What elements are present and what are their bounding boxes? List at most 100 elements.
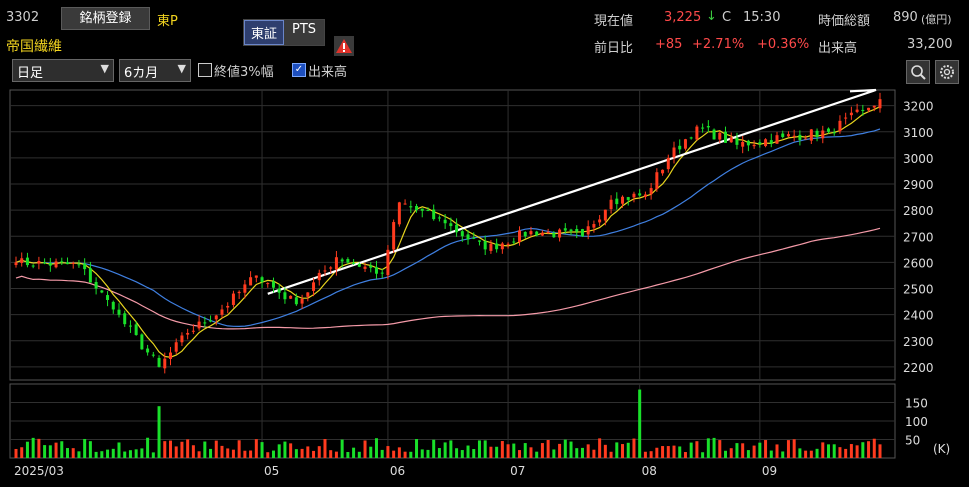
volume-bar xyxy=(163,441,167,458)
volume-bar xyxy=(243,450,247,458)
candle-body xyxy=(43,262,47,264)
checkbox-close-3pct[interactable] xyxy=(198,63,212,77)
period-select[interactable]: 日足 ▼ xyxy=(12,59,114,82)
candle-body xyxy=(163,358,167,369)
candle-body xyxy=(500,243,504,250)
candle-body xyxy=(569,229,573,232)
volume-bar xyxy=(512,443,516,458)
volume-bar xyxy=(77,451,81,458)
volume-tick-label: 150 xyxy=(905,397,928,411)
register-button[interactable]: 銘柄登録 xyxy=(61,7,150,30)
candle-body xyxy=(403,203,407,205)
candle-body xyxy=(752,144,756,147)
volume-bar xyxy=(369,446,373,458)
candle-body xyxy=(243,284,247,293)
candle-body xyxy=(598,219,602,223)
volume-bar xyxy=(861,442,865,458)
candle-body xyxy=(168,352,172,359)
marketcap-value: 890 xyxy=(893,10,918,25)
volume-bar xyxy=(226,448,230,458)
volume-bar xyxy=(420,449,424,458)
candle-body xyxy=(849,112,853,116)
volume-bar xyxy=(357,451,361,458)
volume-bar xyxy=(523,443,527,458)
volume-bar xyxy=(592,449,596,458)
volume-bar xyxy=(191,445,195,458)
candle-body xyxy=(317,272,321,281)
candle-body xyxy=(741,142,745,147)
candle-body xyxy=(100,290,104,293)
gear-icon[interactable] xyxy=(935,60,959,84)
candle-body xyxy=(209,320,213,322)
trendline xyxy=(267,88,877,295)
chevron-down-icon: ▼ xyxy=(100,62,109,75)
volume-bar xyxy=(352,447,356,458)
x-tick-label: 05 xyxy=(264,464,279,478)
tab-tosho[interactable]: 東証 xyxy=(244,20,285,45)
volume-bar xyxy=(477,440,481,458)
candle-body xyxy=(54,261,58,268)
volume-bar xyxy=(712,437,716,458)
chevron-down-icon: ▼ xyxy=(177,62,186,75)
candle-body xyxy=(123,313,127,325)
price-tick-label: 2300 xyxy=(903,335,934,349)
candle-body xyxy=(764,139,768,147)
volume-bar xyxy=(718,440,722,458)
volume-bar xyxy=(25,441,29,458)
price-tick-label: 2800 xyxy=(903,204,934,218)
volume-bar xyxy=(603,444,607,458)
candle-body xyxy=(432,209,436,220)
candle-body xyxy=(271,281,275,288)
volume-bar xyxy=(495,446,499,458)
price-label: 現在値 xyxy=(594,14,634,29)
candle-body xyxy=(529,231,533,235)
volume-bar xyxy=(815,448,819,458)
candle-body xyxy=(724,131,728,143)
candle-body xyxy=(65,262,69,265)
candle-body xyxy=(580,229,584,237)
candle-body xyxy=(506,243,510,245)
volume-bar xyxy=(552,449,556,458)
warning-icon[interactable] xyxy=(334,36,354,56)
candle-body xyxy=(592,224,596,228)
candle-body xyxy=(220,309,224,315)
volume-bar xyxy=(809,450,813,458)
volume-bar xyxy=(689,442,693,458)
price-tick-label: 2700 xyxy=(903,230,934,244)
volume-bar xyxy=(649,451,653,458)
volume-tick-label: 100 xyxy=(905,415,928,429)
volume-bar xyxy=(867,441,871,458)
volume-tick-label: 50 xyxy=(905,434,920,448)
volume-bar xyxy=(340,439,344,458)
volume-bar xyxy=(397,447,401,458)
volume-bar xyxy=(83,438,87,458)
candle-body xyxy=(466,234,470,240)
volume-bar xyxy=(346,452,350,458)
candle-body xyxy=(186,332,190,335)
volume-bar xyxy=(60,441,64,458)
candle-body xyxy=(237,291,241,294)
candle-body xyxy=(477,240,481,242)
volume-bar xyxy=(432,439,436,458)
candle-body xyxy=(106,295,110,300)
volume-bar xyxy=(746,450,750,458)
candle-body xyxy=(661,169,665,174)
tab-pts[interactable]: PTS xyxy=(284,20,325,45)
magnifier-icon[interactable] xyxy=(906,60,930,84)
volume-bar xyxy=(266,452,270,458)
checkbox-volume[interactable]: ✓ xyxy=(292,63,306,77)
candle-body xyxy=(203,322,207,324)
range-select[interactable]: 6カ月 ▼ xyxy=(119,59,191,82)
volume-bar xyxy=(111,448,115,458)
volume-bar xyxy=(678,446,682,458)
candle-body xyxy=(323,270,327,272)
candle-body xyxy=(254,275,258,278)
change-value: +85 xyxy=(655,37,683,52)
range-select-value: 6カ月 xyxy=(124,66,159,81)
candle-body xyxy=(20,258,24,263)
candle-body xyxy=(649,188,653,195)
candle-body xyxy=(769,140,773,144)
x-tick-label: 09 xyxy=(762,464,777,478)
x-tick-label: 08 xyxy=(642,464,657,478)
